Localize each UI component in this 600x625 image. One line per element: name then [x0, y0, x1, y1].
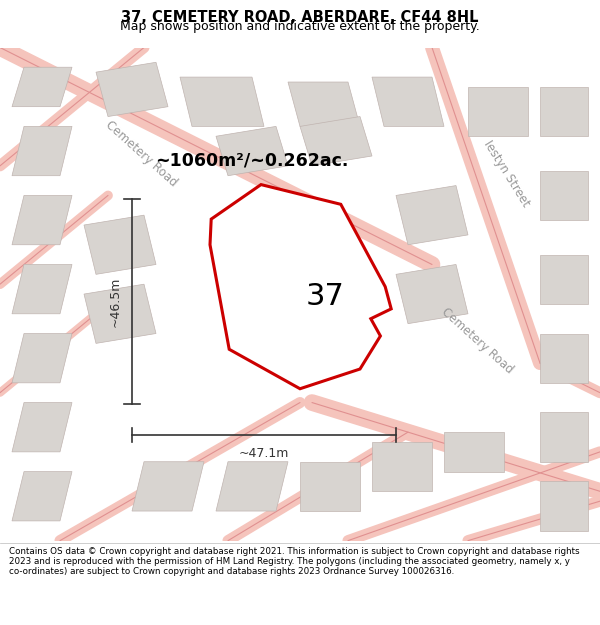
Text: Iestyn Street: Iestyn Street: [481, 138, 533, 209]
Polygon shape: [540, 254, 588, 304]
Polygon shape: [540, 481, 588, 531]
Text: Contains OS data © Crown copyright and database right 2021. This information is : Contains OS data © Crown copyright and d…: [9, 546, 580, 576]
Polygon shape: [12, 472, 72, 521]
Polygon shape: [12, 334, 72, 383]
Text: 37: 37: [305, 282, 344, 311]
Text: Map shows position and indicative extent of the property.: Map shows position and indicative extent…: [120, 20, 480, 33]
Text: Cemetery Road: Cemetery Road: [439, 306, 515, 376]
Polygon shape: [210, 184, 391, 389]
Polygon shape: [12, 264, 72, 314]
Polygon shape: [288, 82, 360, 126]
Polygon shape: [12, 196, 72, 245]
Polygon shape: [468, 87, 528, 136]
Polygon shape: [540, 87, 588, 136]
Polygon shape: [540, 412, 588, 462]
Polygon shape: [216, 126, 288, 176]
Text: ~1060m²/~0.262ac.: ~1060m²/~0.262ac.: [155, 152, 349, 170]
Polygon shape: [300, 462, 360, 511]
Polygon shape: [396, 186, 468, 245]
Polygon shape: [372, 442, 432, 491]
Polygon shape: [540, 171, 588, 220]
Polygon shape: [12, 402, 72, 452]
Polygon shape: [96, 62, 168, 116]
Text: ~47.1m: ~47.1m: [239, 447, 289, 460]
Polygon shape: [84, 215, 156, 274]
Text: ~46.5m: ~46.5m: [108, 276, 121, 327]
Polygon shape: [180, 77, 264, 126]
Text: 37, CEMETERY ROAD, ABERDARE, CF44 8HL: 37, CEMETERY ROAD, ABERDARE, CF44 8HL: [121, 11, 479, 26]
Text: Cemetery Road: Cemetery Road: [103, 118, 179, 189]
Polygon shape: [396, 264, 468, 324]
Polygon shape: [540, 334, 588, 383]
Polygon shape: [12, 68, 72, 107]
Polygon shape: [84, 284, 156, 343]
Polygon shape: [216, 462, 288, 511]
Polygon shape: [300, 116, 372, 166]
Polygon shape: [12, 126, 72, 176]
Polygon shape: [132, 462, 204, 511]
Polygon shape: [372, 77, 444, 126]
Polygon shape: [444, 432, 504, 472]
